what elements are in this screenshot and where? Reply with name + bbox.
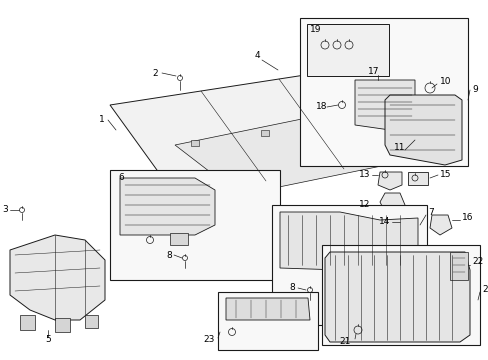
Bar xyxy=(321,245,479,345)
Polygon shape xyxy=(325,252,469,342)
Bar xyxy=(218,292,317,350)
Text: 8: 8 xyxy=(289,284,294,292)
Text: 15: 15 xyxy=(439,171,450,180)
Polygon shape xyxy=(85,315,98,328)
Polygon shape xyxy=(379,193,404,215)
Text: 3: 3 xyxy=(2,206,8,215)
Text: 5: 5 xyxy=(45,336,51,345)
Polygon shape xyxy=(399,215,417,228)
Polygon shape xyxy=(280,212,417,270)
Polygon shape xyxy=(175,105,434,195)
Text: 6: 6 xyxy=(118,174,123,183)
Text: 2: 2 xyxy=(152,68,158,77)
Text: 12: 12 xyxy=(358,201,369,210)
Text: 18: 18 xyxy=(315,103,327,112)
Text: 21: 21 xyxy=(339,338,350,346)
Polygon shape xyxy=(407,172,427,185)
Text: 4: 4 xyxy=(254,50,260,59)
Text: 20: 20 xyxy=(481,285,488,294)
Bar xyxy=(271,205,426,325)
Text: 7: 7 xyxy=(427,208,433,217)
Polygon shape xyxy=(20,315,35,330)
Polygon shape xyxy=(55,318,70,332)
Polygon shape xyxy=(110,65,434,195)
Text: 14: 14 xyxy=(378,217,389,226)
Polygon shape xyxy=(384,95,461,165)
Text: 17: 17 xyxy=(367,68,379,77)
Text: 9: 9 xyxy=(471,85,477,94)
Polygon shape xyxy=(449,252,467,280)
Polygon shape xyxy=(120,178,215,235)
Bar xyxy=(306,24,388,76)
Text: 13: 13 xyxy=(358,171,369,180)
Polygon shape xyxy=(429,215,451,235)
Polygon shape xyxy=(170,233,187,245)
Polygon shape xyxy=(261,130,268,136)
Text: 10: 10 xyxy=(439,77,450,86)
Text: 16: 16 xyxy=(461,213,472,222)
Text: 22: 22 xyxy=(471,257,482,266)
Polygon shape xyxy=(377,172,401,190)
Polygon shape xyxy=(385,145,393,151)
Polygon shape xyxy=(10,235,105,320)
Polygon shape xyxy=(330,119,338,125)
Bar xyxy=(110,170,280,280)
Text: 1: 1 xyxy=(99,116,105,125)
Polygon shape xyxy=(191,140,199,146)
Bar xyxy=(299,18,467,166)
Text: 19: 19 xyxy=(309,26,321,35)
Text: 11: 11 xyxy=(393,144,405,153)
Polygon shape xyxy=(225,298,309,320)
Polygon shape xyxy=(354,80,414,130)
Text: 8: 8 xyxy=(166,251,172,260)
Text: 23: 23 xyxy=(203,336,215,345)
